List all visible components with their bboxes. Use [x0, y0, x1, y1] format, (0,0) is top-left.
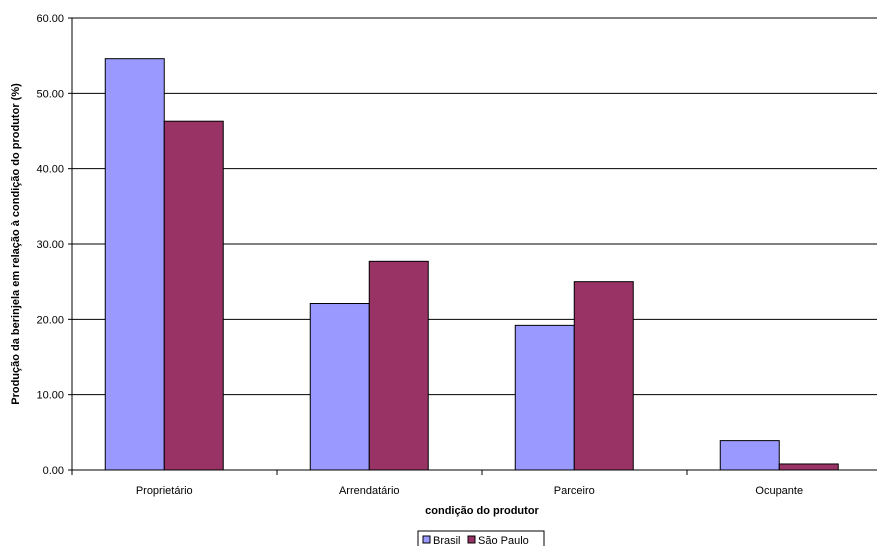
x-axis-title: condição do produtor — [425, 505, 539, 517]
x-tick-label: Ocupante — [755, 485, 803, 497]
x-tick-label: Arrendatário — [339, 485, 400, 497]
x-tick-label: Parceiro — [554, 485, 595, 497]
bar-são-paulo-1 — [368, 260, 429, 471]
legend: Brasil São Paulo — [417, 530, 545, 546]
legend-box — [417, 530, 545, 546]
legend-swatch-1 — [467, 535, 476, 544]
y-tick-label: 30.00 — [36, 239, 64, 251]
legend-label-0: Brasil — [433, 535, 461, 546]
y-axis-title: Produção da berinjela em relação à condi… — [10, 83, 22, 405]
y-tick-label: 20.00 — [36, 314, 64, 326]
y-tick-label: 60.00 — [36, 13, 64, 25]
bar-brasil-1 — [309, 303, 370, 471]
bar-são-paulo-2 — [573, 281, 634, 471]
bar-brasil-2 — [514, 324, 575, 471]
y-tick-labels: 0.00 10.00 20.00 30.00 40.00 50.00 60.00 — [36, 13, 72, 477]
y-tick-label: 40.00 — [36, 164, 64, 176]
bars — [104, 58, 839, 471]
legend-swatch-0 — [422, 535, 431, 544]
bar-são-paulo-0 — [163, 120, 224, 471]
x-tick-labels: Proprietário Arrendatário Parceiro Ocupante — [71, 470, 803, 497]
y-tick-label: 0.00 — [43, 465, 64, 477]
legend-label-1: São Paulo — [478, 535, 529, 546]
bar-são-paulo-3 — [778, 463, 839, 471]
bar-brasil-3 — [719, 440, 780, 471]
x-tick-label: Proprietário — [136, 485, 193, 497]
bar-brasil-0 — [104, 58, 165, 471]
y-tick-label: 10.00 — [36, 390, 64, 402]
y-tick-label: 50.00 — [36, 88, 64, 100]
